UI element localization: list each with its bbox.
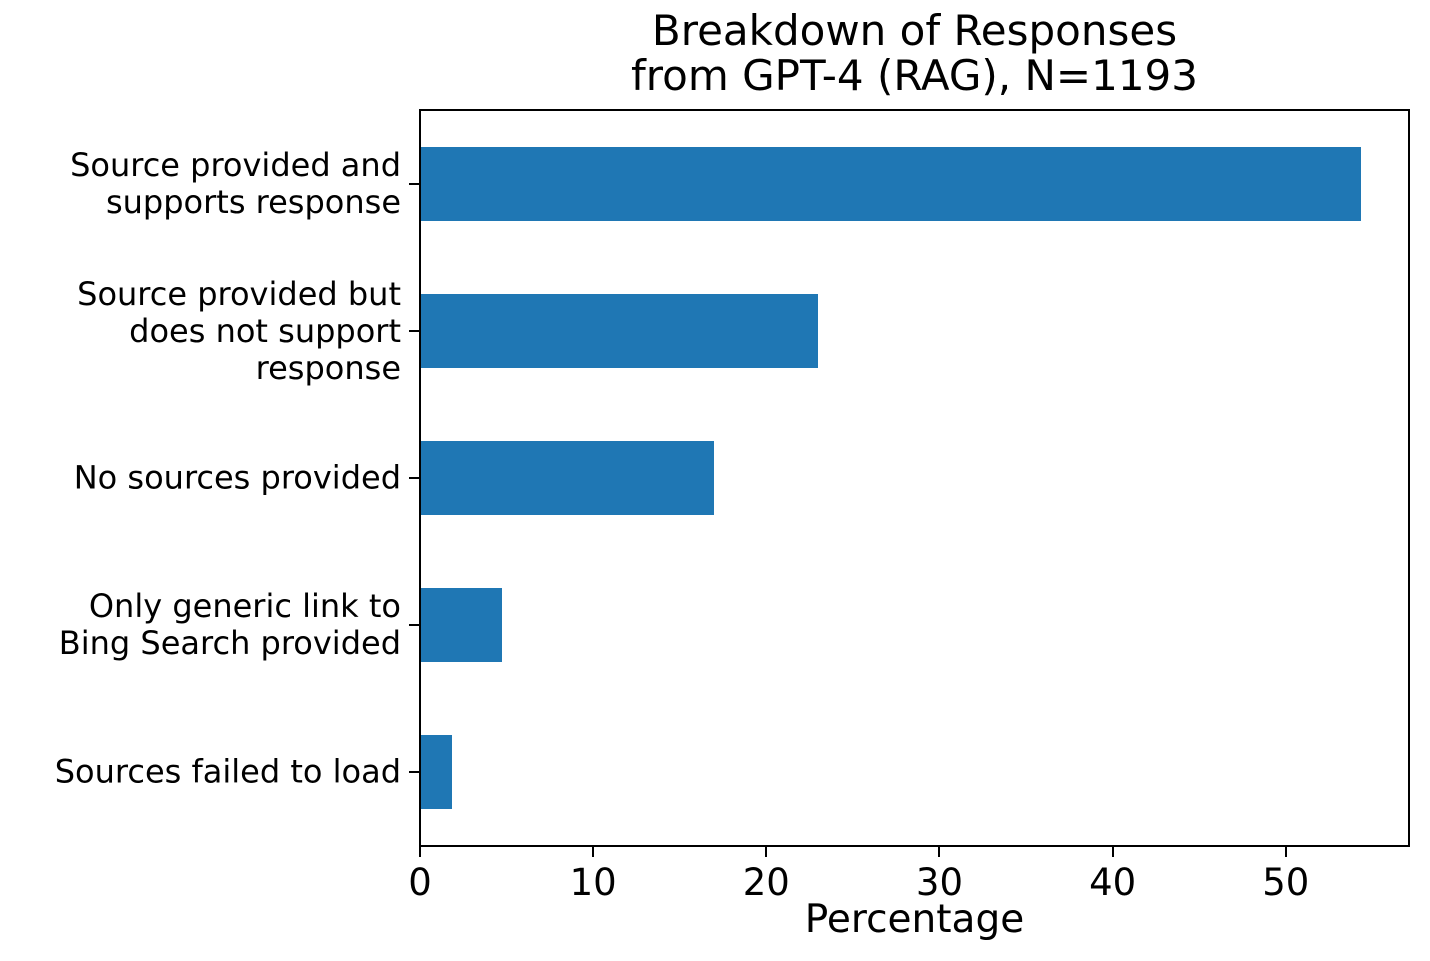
y-tick-label-3: Only generic link to Bing Search provide…	[58, 587, 401, 662]
x-tick-0	[419, 847, 421, 857]
y-tick-0	[409, 183, 419, 186]
x-tick-label-3: 30	[915, 861, 964, 904]
x-tick-label-5: 50	[1262, 861, 1310, 904]
x-tick-label-1: 10	[569, 861, 617, 904]
y-tick-2	[409, 477, 419, 479]
bar-2	[421, 441, 714, 515]
y-tick-3	[409, 623, 419, 626]
bar-1	[421, 294, 818, 369]
y-tick-label-4: Sources failed to load	[54, 752, 401, 791]
y-tick-label-2: No sources provided	[73, 458, 401, 497]
x-tick-1	[592, 847, 595, 857]
chart-title: Breakdown of Responses from GPT-4 (RAG),…	[631, 6, 1198, 101]
bar-3	[421, 587, 503, 662]
x-axis-label: Percentage	[804, 897, 1025, 942]
x-tick-5	[1284, 847, 1287, 857]
y-tick-label-0: Source provided and supports response	[70, 146, 401, 222]
bar-0	[421, 147, 1362, 222]
y-tick-4	[409, 770, 419, 773]
y-tick-1	[409, 330, 419, 333]
x-tick-label-4: 40	[1089, 861, 1137, 904]
y-tick-label-1: Source provided but does not support res…	[77, 274, 401, 387]
x-tick-3	[938, 847, 941, 857]
bar-4	[421, 734, 453, 809]
x-tick-2	[765, 847, 768, 857]
plot-area	[419, 109, 1410, 847]
x-tick-label-0: 0	[408, 861, 432, 904]
x-tick-label-2: 20	[742, 861, 790, 904]
x-tick-4	[1111, 847, 1114, 857]
